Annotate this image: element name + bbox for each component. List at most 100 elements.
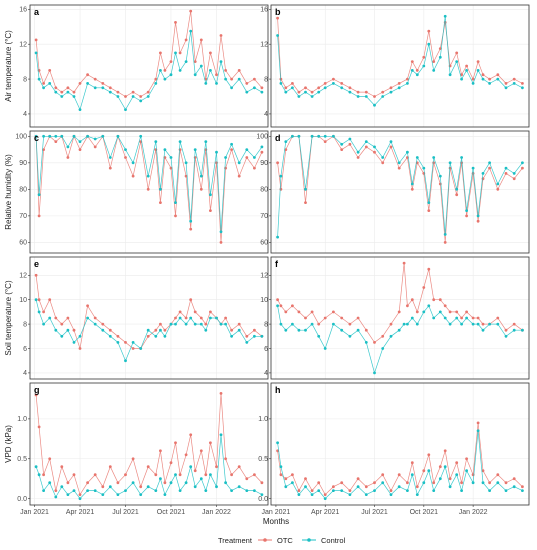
data-point-control bbox=[415, 322, 419, 326]
data-point-control bbox=[209, 69, 212, 72]
data-point-control bbox=[124, 108, 127, 111]
data-point-control bbox=[304, 485, 307, 489]
series-line-control bbox=[277, 135, 523, 238]
data-point-otc bbox=[415, 69, 419, 72]
data-point-control bbox=[496, 481, 500, 485]
data-point-otc bbox=[323, 316, 327, 320]
data-point-control bbox=[465, 69, 468, 72]
data-point-otc bbox=[174, 21, 177, 24]
data-point-otc bbox=[297, 310, 301, 314]
data-point-otc bbox=[373, 341, 376, 344]
data-point-otc bbox=[42, 310, 45, 314]
data-point-otc bbox=[174, 316, 177, 320]
data-point-control bbox=[488, 161, 491, 165]
data-point-control bbox=[448, 485, 452, 489]
data-point-control bbox=[199, 322, 203, 326]
data-point-control bbox=[356, 150, 360, 154]
data-point-otc bbox=[219, 34, 223, 37]
data-point-control bbox=[471, 166, 475, 170]
data-point-otc bbox=[504, 82, 508, 85]
data-point-otc bbox=[276, 161, 279, 165]
data-point-otc bbox=[34, 273, 38, 277]
data-point-control bbox=[42, 134, 45, 138]
data-point-otc bbox=[93, 316, 97, 320]
data-point-control bbox=[443, 465, 447, 469]
data-point-control bbox=[415, 73, 419, 77]
data-point-otc bbox=[159, 51, 162, 55]
data-point-otc bbox=[93, 145, 97, 149]
data-point-otc bbox=[154, 473, 158, 477]
data-point-control bbox=[415, 156, 419, 159]
data-point-otc bbox=[108, 166, 112, 170]
data-point-otc bbox=[348, 142, 352, 146]
data-point-control bbox=[174, 473, 177, 477]
data-point-control bbox=[78, 497, 82, 500]
data-point-control bbox=[72, 95, 76, 98]
data-point-control bbox=[521, 328, 524, 332]
x-axis-title: Months bbox=[263, 517, 289, 526]
y-tick-label: 8 bbox=[23, 321, 27, 328]
data-point-otc bbox=[481, 322, 485, 326]
data-point-control bbox=[93, 489, 97, 492]
y-tick-label: 16 bbox=[19, 7, 27, 14]
data-point-otc bbox=[66, 86, 70, 90]
data-point-otc bbox=[332, 485, 335, 489]
x-tick-label: Jan 2022 bbox=[459, 509, 488, 516]
data-point-control bbox=[512, 485, 516, 489]
y-tick-label: 10 bbox=[260, 297, 268, 304]
data-point-control bbox=[215, 316, 218, 320]
data-point-control bbox=[215, 485, 218, 489]
data-point-control bbox=[34, 298, 38, 302]
data-point-control bbox=[169, 322, 173, 326]
data-point-otc bbox=[124, 341, 127, 344]
data-point-otc bbox=[406, 481, 409, 485]
data-point-control bbox=[356, 328, 360, 332]
data-point-otc bbox=[204, 322, 208, 326]
panel-frame bbox=[29, 256, 269, 380]
data-point-control bbox=[364, 95, 368, 98]
data-point-otc bbox=[189, 433, 193, 437]
data-point-otc bbox=[427, 209, 431, 213]
data-point-otc bbox=[455, 51, 459, 55]
y-tick-label: 90 bbox=[260, 160, 268, 167]
data-point-control bbox=[178, 140, 182, 144]
data-point-otc bbox=[340, 316, 344, 320]
data-point-otc bbox=[139, 95, 143, 98]
data-point-otc bbox=[406, 77, 409, 81]
data-point-control bbox=[323, 497, 327, 500]
data-point-control bbox=[34, 51, 38, 55]
data-point-control bbox=[86, 134, 89, 138]
data-point-control bbox=[48, 134, 52, 138]
panel-letter: c bbox=[34, 133, 39, 143]
data-point-control bbox=[245, 148, 249, 152]
panel-letter: b bbox=[275, 7, 281, 17]
data-point-control bbox=[381, 347, 385, 350]
data-point-otc bbox=[465, 310, 468, 314]
data-point-control bbox=[131, 95, 135, 98]
data-point-control bbox=[471, 82, 475, 85]
data-point-control bbox=[101, 493, 105, 496]
data-point-control bbox=[332, 82, 335, 85]
y-tick-label: 70 bbox=[19, 213, 27, 220]
data-point-control bbox=[72, 341, 76, 344]
data-point-otc bbox=[199, 187, 203, 191]
data-point-otc bbox=[438, 465, 442, 469]
panel-frame bbox=[270, 256, 530, 380]
data-point-control bbox=[204, 140, 208, 144]
panel-h: h 0.0 0.5 1.0 bbox=[258, 382, 530, 507]
data-point-otc bbox=[448, 310, 452, 314]
data-point-control bbox=[174, 322, 177, 326]
data-point-control bbox=[276, 304, 279, 308]
data-point-otc bbox=[310, 489, 314, 492]
data-point-otc bbox=[389, 322, 393, 326]
data-point-control bbox=[332, 489, 335, 492]
data-point-otc bbox=[438, 298, 442, 302]
data-point-control bbox=[169, 73, 173, 77]
y-tick-label: 100 bbox=[256, 134, 268, 141]
data-point-control bbox=[488, 322, 491, 326]
data-point-otc bbox=[422, 469, 426, 473]
data-point-control bbox=[276, 34, 279, 37]
data-point-otc bbox=[496, 473, 500, 477]
data-point-otc bbox=[317, 86, 321, 90]
